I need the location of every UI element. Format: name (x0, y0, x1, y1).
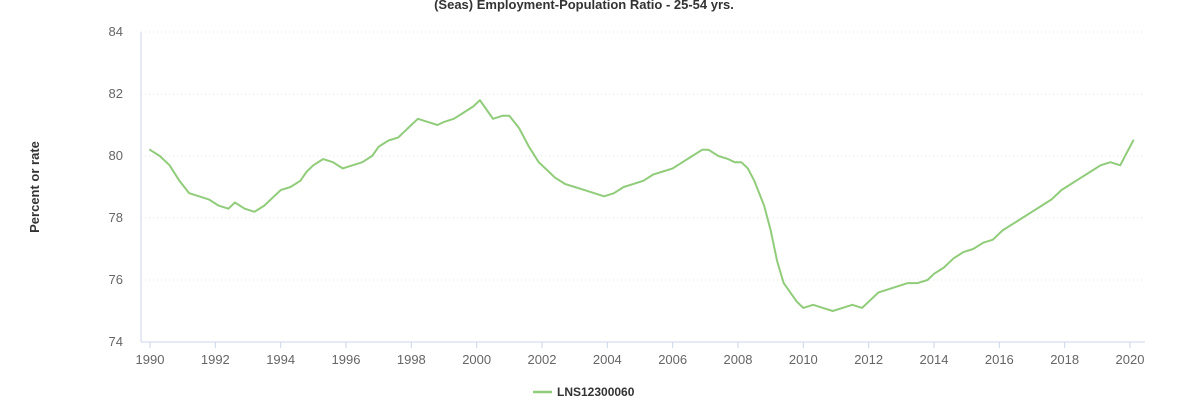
x-tick-label: 1998 (397, 352, 426, 367)
x-tick-label: 2012 (854, 352, 883, 367)
y-tick-label: 76 (109, 272, 123, 287)
x-tick-label: 2010 (789, 352, 818, 367)
chart-title: (Seas) Employment-Population Ratio - 25-… (434, 0, 734, 12)
x-tick-label: 1992 (201, 352, 230, 367)
y-tick-label: 78 (109, 210, 123, 225)
legend[interactable]: LNS12300060 (533, 385, 635, 399)
y-tick-label: 84 (109, 24, 123, 39)
y-tick-label: 74 (109, 334, 123, 349)
x-tick-label: 2018 (1050, 352, 1079, 367)
y-axis-ticks: 74 76 78 80 82 84 (109, 24, 123, 349)
x-tick-label: 2020 (1116, 352, 1145, 367)
series-layer (149, 99, 1135, 312)
x-tick-label: 2000 (462, 352, 491, 367)
x-tick-label: 2014 (920, 352, 949, 367)
x-tick-label: 2016 (985, 352, 1014, 367)
axes (140, 32, 1145, 343)
legend-label[interactable]: LNS12300060 (557, 385, 635, 399)
y-tick-label: 80 (109, 148, 123, 163)
x-axis-ticks: 1990 1992 1994 1996 1998 2000 2002 2004 2006 2008… (136, 342, 1145, 367)
x-tick-label: 1990 (136, 352, 165, 367)
x-tick-label: 2006 (658, 352, 687, 367)
x-tick-label: 2002 (528, 352, 557, 367)
x-tick-label: 1994 (266, 352, 295, 367)
y-axis-title: Percent or rate (27, 141, 42, 233)
series-line-LNS12300060[interactable] (149, 99, 1135, 312)
y-tick-label: 82 (109, 86, 123, 101)
x-tick-label: 1996 (332, 352, 361, 367)
gridlines (141, 31, 1145, 281)
x-tick-label: 2008 (724, 352, 753, 367)
x-tick-label: 2004 (593, 352, 622, 367)
